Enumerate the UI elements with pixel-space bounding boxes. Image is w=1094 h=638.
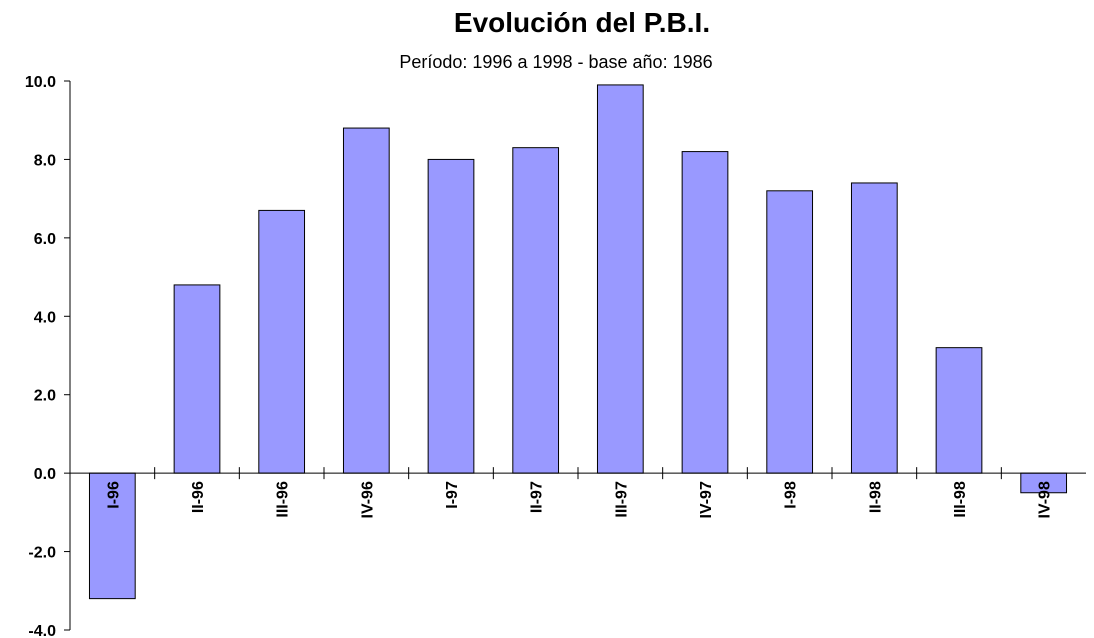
- bar: [512, 147, 560, 474]
- bar: [342, 127, 390, 474]
- x-tick-label: IV-97: [698, 481, 715, 518]
- x-tick-label: II-97: [529, 481, 546, 513]
- y-tick-label: 10.0: [25, 74, 56, 91]
- chart-title: Evolución del P.B.I.: [454, 7, 710, 38]
- x-tick-label: II-96: [190, 481, 207, 513]
- x-tick-label: III-97: [613, 481, 630, 518]
- y-tick-label: -2.0: [28, 545, 56, 562]
- bar: [427, 158, 475, 474]
- bar: [88, 472, 136, 600]
- bar: [173, 284, 221, 474]
- y-tick-label: 0.0: [34, 466, 56, 483]
- y-tick-label: 4.0: [34, 309, 56, 326]
- x-tick-label: I-96: [105, 481, 122, 509]
- x-tick-label: III-98: [952, 481, 969, 518]
- bar: [596, 84, 644, 474]
- y-tick-label: 2.0: [34, 388, 56, 405]
- x-tick-label: II-98: [867, 481, 884, 513]
- y-tick-label: 6.0: [34, 231, 56, 248]
- bar: [935, 347, 983, 474]
- x-tick-label: I-98: [783, 481, 800, 509]
- y-tick-label: 8.0: [34, 152, 56, 169]
- bar: [681, 151, 729, 474]
- x-tick-label: I-97: [444, 481, 461, 509]
- x-tick-label: III-96: [275, 481, 292, 518]
- y-tick-label: -4.0: [28, 623, 56, 638]
- x-tick-label: IV-96: [359, 481, 376, 518]
- bar: [258, 209, 306, 474]
- bar: [766, 190, 814, 474]
- chart-subtitle: Período: 1996 a 1998 - base año: 1986: [399, 52, 712, 72]
- x-tick-label: IV-98: [1037, 481, 1054, 518]
- bar: [850, 182, 898, 474]
